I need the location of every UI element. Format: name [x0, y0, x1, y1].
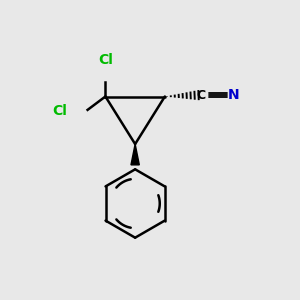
- Text: C: C: [196, 88, 205, 101]
- Text: Cl: Cl: [98, 53, 113, 67]
- Polygon shape: [131, 144, 139, 165]
- Text: N: N: [227, 88, 239, 102]
- Text: Cl: Cl: [52, 104, 67, 118]
